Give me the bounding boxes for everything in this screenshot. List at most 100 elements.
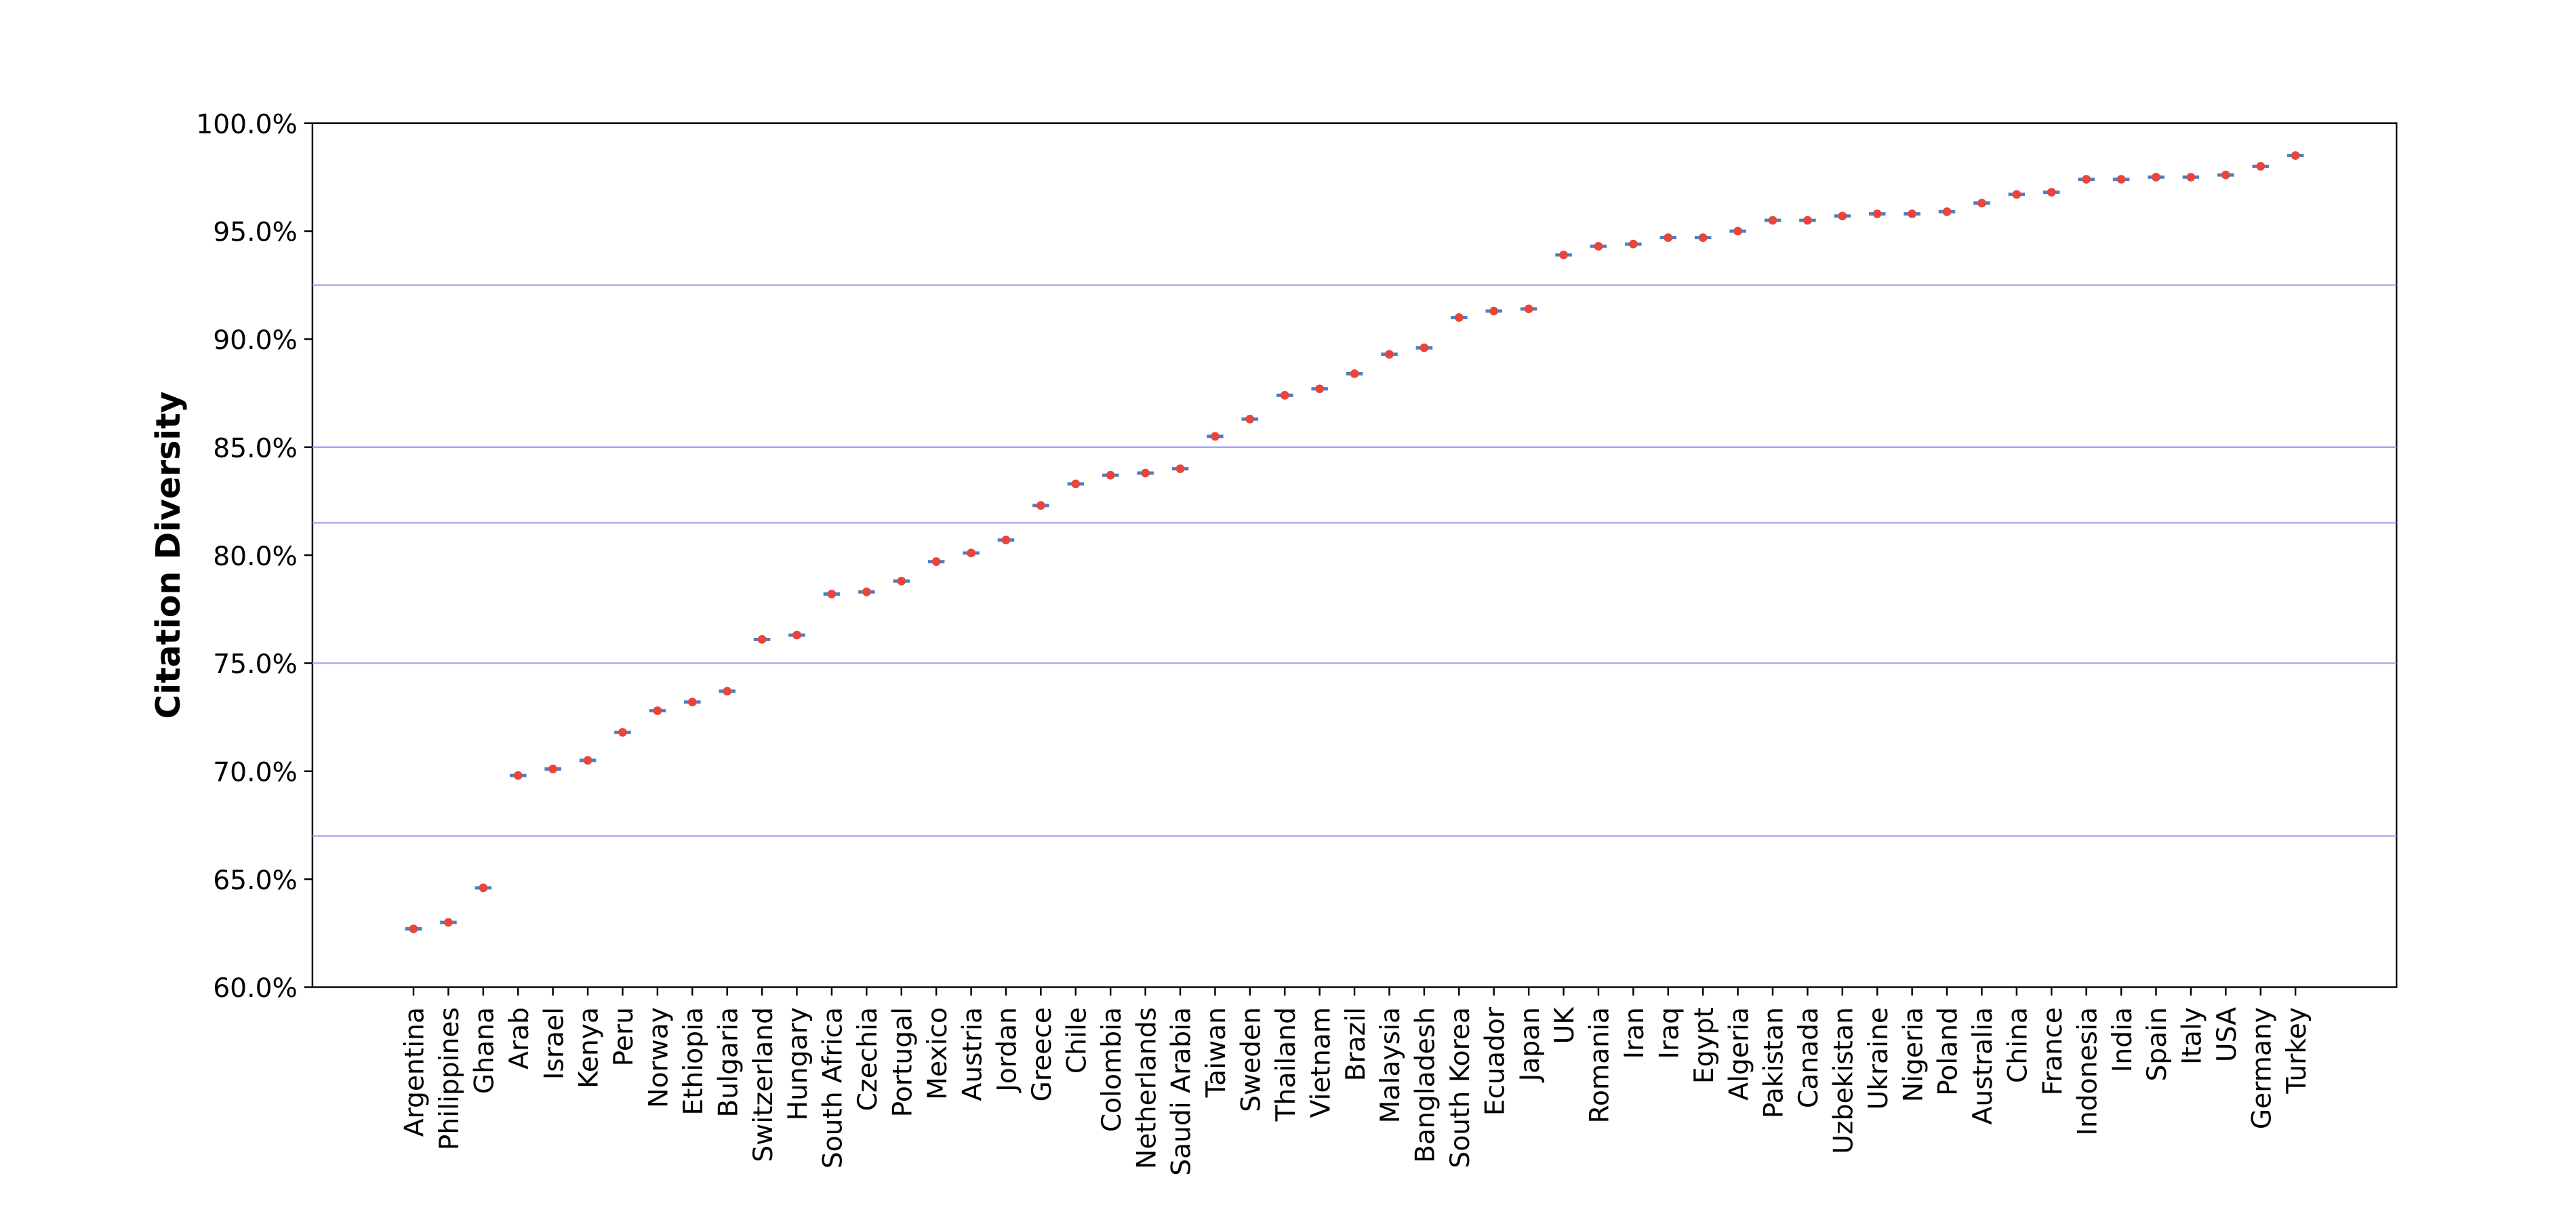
point (513, 771, 523, 780)
x-tick-label: Norway (644, 1007, 675, 1108)
point (757, 635, 767, 644)
point (1698, 233, 1708, 242)
x-tick-label: Brazil (1341, 1007, 1371, 1081)
point (687, 697, 697, 707)
y-tick-label: 65.0% (213, 866, 298, 896)
x-tick-label: Jordan (992, 1007, 1023, 1094)
x-tick-label: Sweden (1236, 1007, 1267, 1112)
point (1071, 479, 1081, 489)
plot-frame (311, 122, 2398, 988)
point (1489, 306, 1499, 316)
point (1664, 233, 1673, 242)
point (2116, 175, 2126, 184)
x-tick-label: Arab (504, 1007, 535, 1070)
x-tick-label: Vietnam (1306, 1007, 1336, 1118)
point (1594, 241, 1603, 251)
y-tick-label: 60.0% (213, 973, 298, 1004)
x-tick-label: China (2003, 1007, 2034, 1083)
x-tick-label: Switzerland (748, 1007, 779, 1162)
x-tick-label: Nigeria (1898, 1007, 1929, 1102)
point (1942, 207, 1952, 216)
point (1350, 369, 1359, 378)
point (653, 706, 662, 715)
x-tick-label: Turkey (2282, 1007, 2312, 1095)
point (2152, 172, 2160, 182)
point (1733, 226, 1742, 236)
point (1175, 464, 1185, 473)
x-tick-label: Italy (2177, 1007, 2208, 1065)
x-tick-label: Ghana (470, 1007, 500, 1094)
point (548, 765, 558, 773)
point (1559, 250, 1568, 260)
point (931, 557, 941, 567)
x-tick-label: Netherlands (1131, 1007, 1162, 1169)
point (862, 587, 871, 596)
point (967, 548, 975, 558)
x-tick-label: Iraq (1654, 1007, 1685, 1059)
point (1245, 414, 1255, 424)
x-tick-label: India (2108, 1007, 2138, 1072)
y-tick-label: 80.0% (213, 542, 298, 572)
point (2047, 188, 2056, 197)
point (1036, 501, 1045, 510)
x-tick-label: Iran (1619, 1007, 1650, 1059)
x-tick-label: Taiwan (1201, 1007, 1232, 1098)
x-tick-label: Pakistan (1759, 1007, 1790, 1118)
x-tick-label: Indonesia (2072, 1007, 2103, 1136)
x-tick-label: UK (1550, 1006, 1580, 1044)
point (1315, 384, 1325, 394)
point (618, 728, 627, 737)
y-tick-label: 75.0% (213, 649, 298, 680)
y-tick-label: 100.0% (196, 109, 298, 140)
x-tick-label: Greece (1027, 1007, 1058, 1102)
point (1977, 199, 1986, 207)
x-tick-label: Colombia (1097, 1007, 1127, 1132)
point (444, 918, 453, 927)
x-tick-label: Canada (1794, 1007, 1824, 1108)
x-tick-label: Spain (2142, 1007, 2173, 1082)
point (1768, 216, 1777, 225)
point (1524, 304, 1533, 314)
y-tick-label: 90.0% (213, 325, 298, 356)
x-tick-label: Israel (539, 1007, 569, 1080)
x-tick-label: Australia (1968, 1007, 1998, 1124)
point (1908, 209, 1916, 218)
y-tick-label: 70.0% (213, 758, 298, 788)
x-tick-label: USA (2212, 1007, 2242, 1062)
x-tick-label: Egypt (1689, 1007, 1720, 1084)
point (2012, 190, 2021, 199)
x-tick-label: Poland (1933, 1007, 1964, 1096)
point (2221, 170, 2230, 180)
point (792, 630, 801, 640)
x-tick-label: Mexico (923, 1007, 953, 1100)
point (1872, 209, 1882, 218)
point (897, 576, 906, 586)
point (827, 590, 837, 598)
x-tick-label: South Korea (1445, 1007, 1476, 1168)
x-tick-label: Ukraine (1864, 1007, 1894, 1110)
x-tick-label: Portugal (887, 1007, 918, 1117)
point (1141, 468, 1150, 478)
x-tick-label: Japan (1515, 1007, 1546, 1083)
x-tick-label: Peru (609, 1007, 639, 1066)
point (1001, 535, 1011, 545)
point (1628, 239, 1638, 249)
x-tick-label: Kenya (574, 1007, 605, 1089)
x-tick-label: Austria (957, 1007, 988, 1101)
point (1211, 432, 1220, 441)
point (723, 687, 732, 696)
x-tick-label: Ecuador (1480, 1006, 1510, 1116)
point (1280, 390, 1289, 400)
point (2256, 162, 2266, 171)
x-tick-label: Uzbekistan (1829, 1007, 1859, 1154)
point (479, 883, 488, 893)
point (1385, 350, 1394, 359)
x-tick-label: Thailand (1271, 1007, 1302, 1122)
point (2291, 151, 2300, 160)
x-tick-label: Philippines (435, 1007, 465, 1150)
point (1803, 216, 1812, 225)
x-tick-label: Argentina (400, 1007, 430, 1137)
x-tick-label: Chile (1062, 1007, 1092, 1074)
point (1454, 313, 1464, 322)
